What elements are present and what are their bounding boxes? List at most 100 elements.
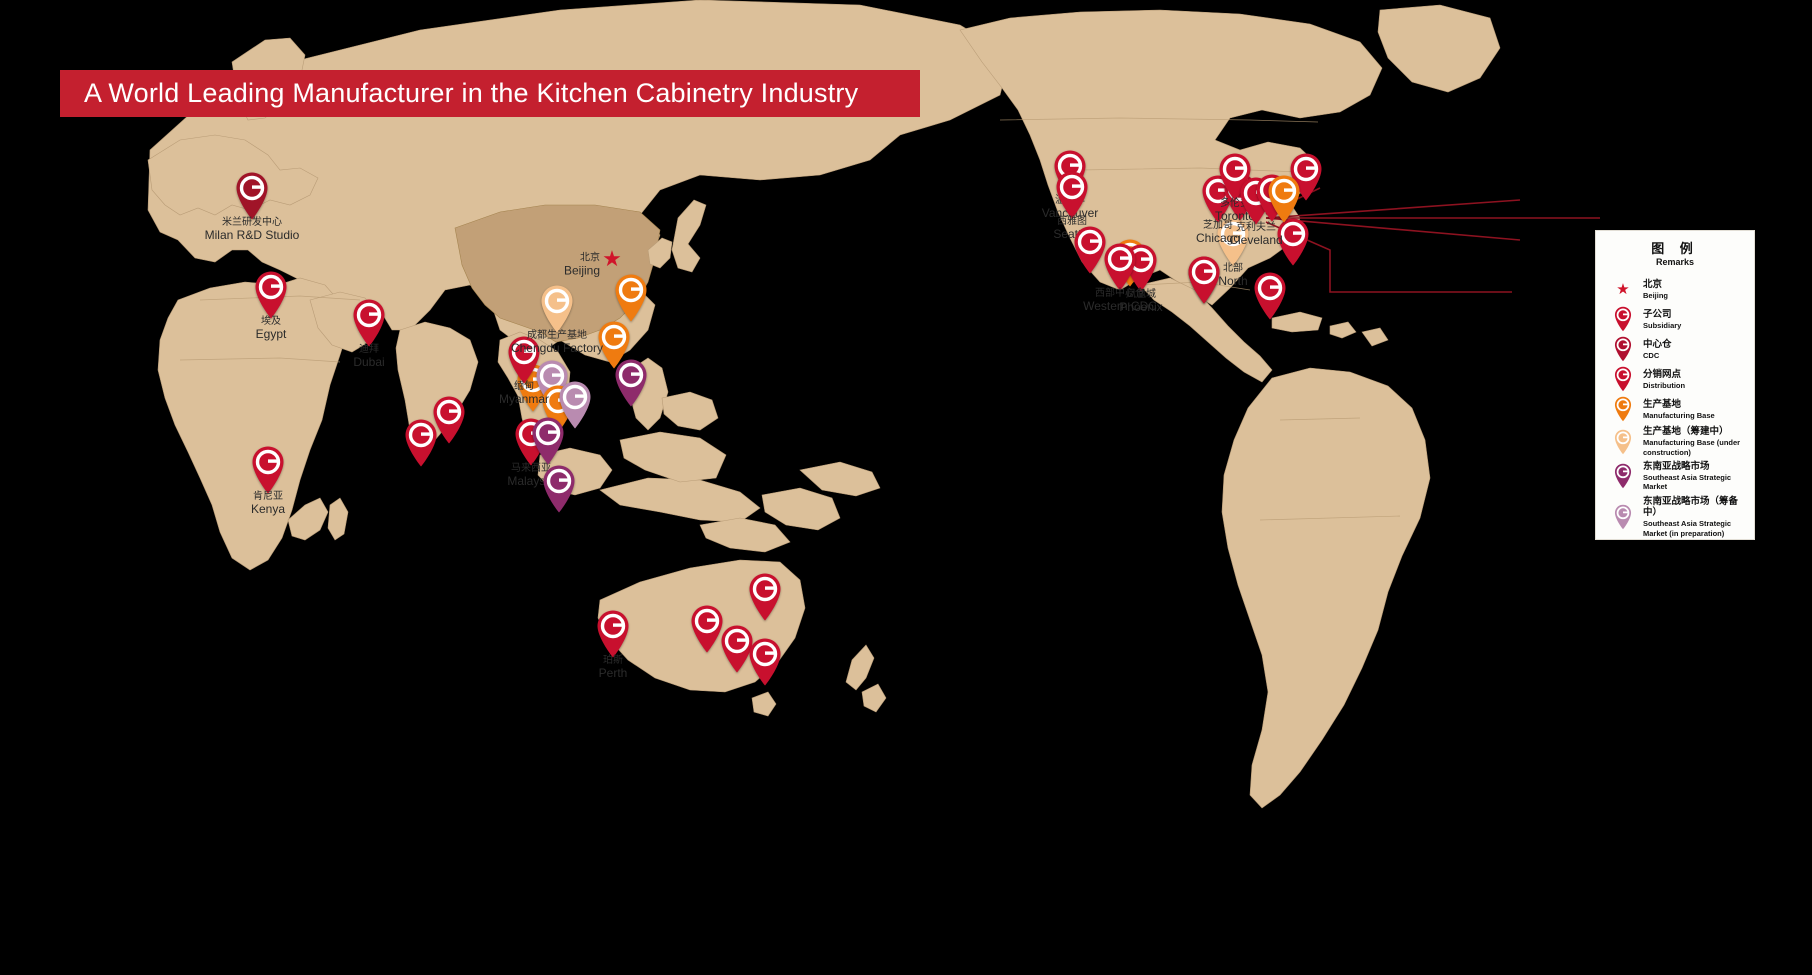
pin-g-icon — [1610, 463, 1636, 489]
legend-item-manufacturing-base-under-construction[interactable]: 生产基地（筹建中） Manufacturing Base (under const… — [1610, 426, 1746, 457]
map-marker-milan-rd-studio[interactable]: 米兰研发中心 Milan R&D Studio — [205, 171, 299, 241]
legend-item-text: 中心仓 CDC — [1643, 339, 1672, 360]
pin-g-icon — [746, 572, 784, 622]
pin-g-icon — [1265, 174, 1303, 224]
map-marker-southeast-us[interactable] — [1185, 255, 1223, 305]
map-marker-myanmar[interactable]: 缅甸 Myanmar — [499, 335, 549, 405]
pin-g-icon — [746, 637, 784, 687]
pin-g-icon — [430, 395, 468, 445]
legend-item-subsidiary[interactable]: 子公司 Subsidiary — [1610, 306, 1746, 332]
map-marker-vietnam-sea[interactable] — [556, 380, 594, 430]
map-marker-melbourne[interactable] — [718, 624, 756, 674]
map-marker-india-south[interactable] — [402, 418, 440, 468]
legend-item-en: Beijing — [1643, 290, 1669, 300]
map-marker-adelaide[interactable] — [688, 604, 726, 654]
legend-item-text: 生产基地（筹建中） Manufacturing Base (under const… — [1643, 426, 1746, 457]
legend-item-text: 子公司 Subsidiary — [1643, 309, 1681, 330]
map-marker-egypt[interactable]: 埃及 Egypt — [252, 270, 290, 340]
map-marker-hobart[interactable] — [746, 637, 784, 687]
map-marker-east-coast-2[interactable] — [1274, 217, 1312, 267]
legend-item-cn: 子公司 — [1643, 308, 1672, 320]
pin-g-icon — [350, 298, 388, 348]
map-marker-perth[interactable]: 珀斯 Perth — [594, 609, 632, 679]
map-marker-western-cdc-b[interactable]: 西部中心仓 Western CDC — [1083, 242, 1157, 312]
legend-header: 图 例 Remarks — [1604, 241, 1746, 268]
page-title: A World Leading Manufacturer in the Kitc… — [84, 78, 859, 108]
map-marker-florida[interactable] — [1251, 271, 1289, 321]
pin-g-icon — [1610, 504, 1636, 530]
map-marker-malaysia-sea[interactable] — [529, 416, 567, 466]
pin-g-icon — [1610, 366, 1636, 392]
pin-g-icon — [1214, 217, 1252, 267]
map-marker-china-east-mfg-2[interactable] — [595, 320, 633, 370]
legend-title-cn: 图 例 — [1651, 241, 1699, 256]
map-marker-cleveland-mfg[interactable] — [1265, 174, 1303, 224]
legend-item-cn: 分销网点 — [1643, 368, 1682, 380]
beijing-star-icon: ★ — [602, 246, 622, 271]
map-marker-philippines-sea[interactable] — [612, 358, 650, 408]
map-marker-dubai[interactable]: 迪拜 Dubai — [350, 298, 388, 368]
legend-item-text: 东南亚战略市场（筹备中） Southeast Asia Strategic Mar… — [1643, 496, 1746, 539]
map-marker-sydney[interactable] — [746, 572, 784, 622]
pin-g-icon — [252, 270, 290, 320]
map-marker-china-east-mfg-1[interactable] — [612, 273, 650, 323]
map-marker-seattle[interactable]: 西雅图 Seattle — [1053, 170, 1091, 240]
beijing-label: 北京 Beijing — [564, 252, 600, 277]
map-marker-india-west[interactable] — [430, 395, 468, 445]
legend-item-en: CDC — [1643, 350, 1660, 360]
pin-g-icon — [1251, 271, 1289, 321]
pin-g-icon — [1610, 336, 1636, 362]
legend-item-en: Southeast Asia Strategic Market — [1643, 472, 1732, 492]
map-marker-western-cdc-a[interactable] — [1071, 225, 1109, 275]
pin-g-icon — [595, 320, 633, 370]
pin-g-icon — [1610, 429, 1636, 455]
legend-item-beijing[interactable]: ★ 北京 Beijing — [1610, 276, 1746, 302]
beijing-label-en: Beijing — [563, 262, 600, 277]
pin-g-icon — [612, 358, 650, 408]
pin-g-icon — [505, 335, 543, 385]
pin-g-icon — [1101, 242, 1139, 292]
legend-item-southeast-asia-strategic-market-in-preparation[interactable]: 东南亚战略市场（筹备中） Southeast Asia Strategic Mar… — [1610, 496, 1746, 539]
pin-g-icon — [402, 418, 440, 468]
star-icon: ★ — [1610, 276, 1636, 302]
beijing-label-cn: 北京 — [580, 252, 600, 264]
legend-item-en: Southeast Asia Strategic Market (in prep… — [1643, 519, 1732, 538]
pin-g-icon — [1053, 170, 1091, 220]
legend-item-en: Distribution — [1643, 380, 1686, 390]
pin-g-icon — [1274, 217, 1312, 267]
map-marker-chengdu-factory[interactable]: 成都生产基地 Chengdu Factory — [511, 284, 603, 354]
legend-item-southeast-asia-strategic-market[interactable]: 东南亚战略市场 Southeast Asia Strategic Market — [1610, 461, 1746, 492]
pin-g-icon — [249, 445, 287, 495]
legend-item-cn: 东南亚战略市场 — [1643, 460, 1710, 472]
pin-g-icon — [1185, 255, 1223, 305]
legend-item-manufacturing-base[interactable]: 生产基地 Manufacturing Base — [1610, 396, 1746, 422]
legend-item-cn: 中心仓 — [1643, 338, 1672, 350]
pin-g-icon — [688, 604, 726, 654]
legend-item-text: 生产基地 Manufacturing Base — [1643, 399, 1715, 420]
title-banner: A World Leading Manufacturer in the Kitc… — [60, 70, 920, 117]
legend-item-text: 分销网点 Distribution — [1643, 369, 1685, 390]
pin-g-icon — [1610, 396, 1636, 422]
star-glyph: ★ — [1616, 280, 1630, 298]
legend-item-cdc[interactable]: 中心仓 CDC — [1610, 336, 1746, 362]
legend-item-cn: 生产基地（筹建中） — [1643, 426, 1729, 438]
legend-item-cn: 生产基地 — [1643, 398, 1682, 410]
pin-g-icon — [1071, 225, 1109, 275]
legend-item-en: Subsidiary — [1643, 320, 1682, 330]
map-marker-kenya[interactable]: 肯尼亚 Kenya — [249, 445, 287, 515]
legend-item-text: 东南亚战略市场 Southeast Asia Strategic Market — [1643, 461, 1746, 492]
map-marker-indonesia-sea[interactable] — [540, 464, 578, 514]
legend-item-distribution[interactable]: 分销网点 Distribution — [1610, 366, 1746, 392]
pin-g-icon — [1610, 306, 1636, 332]
pin-g-icon — [538, 284, 576, 334]
legend-item-text: 北京 Beijing — [1643, 279, 1668, 300]
pin-g-icon — [529, 416, 567, 466]
pin-g-icon — [594, 609, 632, 659]
pin-g-icon — [612, 273, 650, 323]
legend-item-cn: 北京 — [1643, 278, 1663, 290]
legend-panel: 图 例 Remarks ★ 北京 Beijing 子公司 Subsidiary 中心仓 CD… — [1595, 230, 1755, 540]
legend-item-cn: 东南亚战略市场（筹备中） — [1643, 495, 1739, 519]
pin-g-icon — [718, 624, 756, 674]
legend-title-en: Remarks — [1655, 256, 1695, 267]
